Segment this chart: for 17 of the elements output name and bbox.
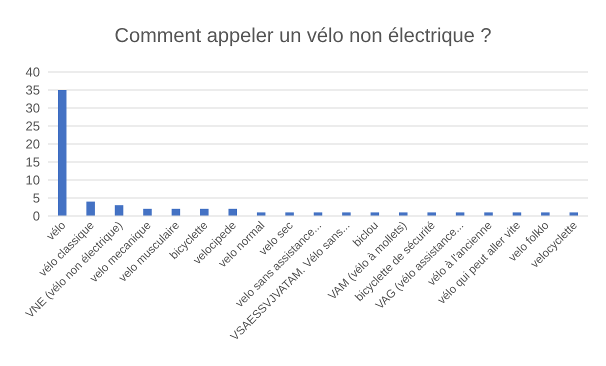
bar xyxy=(58,90,66,216)
bar xyxy=(143,208,152,216)
y-tick-label: 10 xyxy=(26,172,40,188)
chart-title: Comment appeler un vélo non électrique ? xyxy=(114,25,492,47)
y-tick-label: 20 xyxy=(26,136,40,152)
y-tick-label: 25 xyxy=(26,118,40,134)
bar xyxy=(114,205,124,216)
y-tick-label: 35 xyxy=(26,82,40,98)
bar xyxy=(172,208,180,216)
y-tick-label: 5 xyxy=(32,190,40,206)
bar xyxy=(228,208,237,216)
bar xyxy=(200,208,209,216)
bar xyxy=(86,202,95,216)
y-tick-label: 15 xyxy=(26,154,40,170)
y-tick-label: 0 xyxy=(32,208,40,224)
y-tick-label: 40 xyxy=(26,64,40,80)
y-tick-label: 30 xyxy=(26,100,40,116)
